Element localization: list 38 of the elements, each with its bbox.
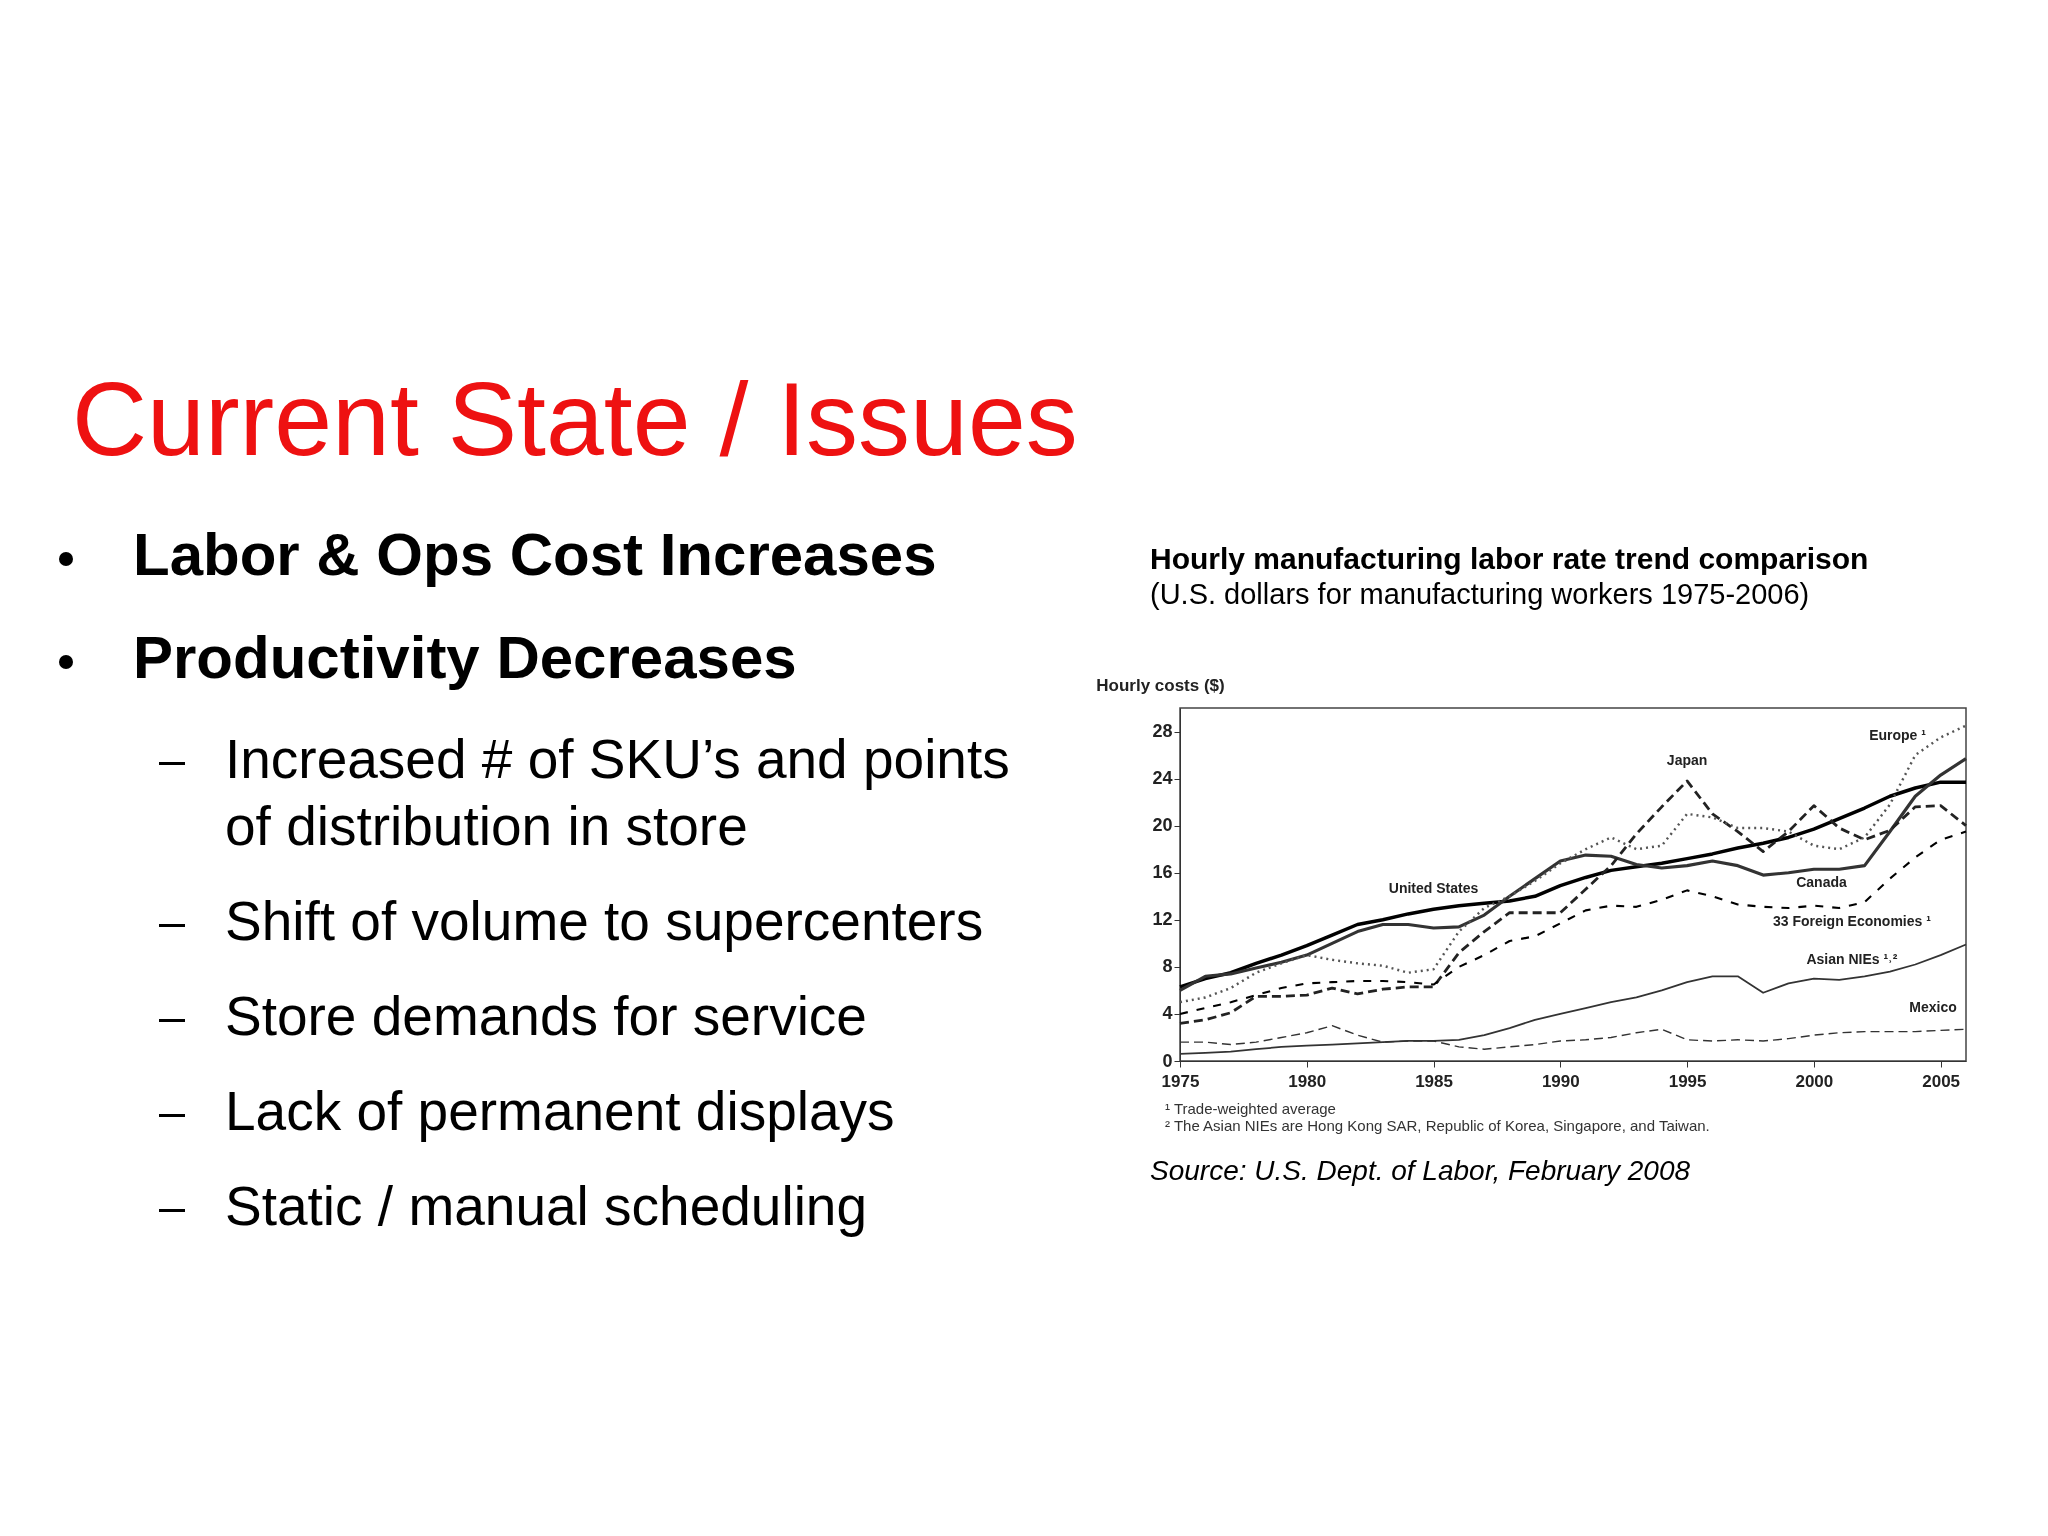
text: ² The Asian NIEs are Hong Kong SAR, Republic of Korea, Singapore, and Taiwan.	[1165, 1117, 1710, 1134]
y-tick-label: 12	[1152, 909, 1173, 930]
line-series	[1178, 779, 1968, 1025]
x-tick-label: 1985	[1415, 1071, 1453, 1091]
y-tick-label: 0	[1162, 1050, 1173, 1071]
x-tick-label: 1975	[1161, 1071, 1200, 1091]
series-label: Europe ¹	[1869, 727, 1927, 744]
x-tick-label: 1980	[1288, 1071, 1327, 1091]
x-tick-label: 1995	[1668, 1071, 1707, 1091]
text: Current State / Issues	[72, 360, 1078, 479]
series-label: Canada	[1796, 874, 1847, 891]
text: Store demands for service	[225, 985, 867, 1048]
text: Static / manual scheduling	[225, 1175, 868, 1238]
text: ¹ Trade-weighted average	[1165, 1100, 1337, 1117]
text: Productivity Decreases	[133, 624, 797, 691]
chart-subtitle: (U.S. dollars for manufacturing workers 1975-2006)	[1150, 578, 1810, 610]
x-tick-label: 2005	[1922, 1071, 1961, 1091]
source-note: Source: U.S. Dept. of Labor, February 2008	[1150, 1155, 1692, 1187]
y-tick-label: 24	[1152, 768, 1173, 789]
chart-title: Hourly manufacturing labor rate trend comparison	[1150, 542, 1869, 575]
series-label: Asian NIEs ¹˒²	[1806, 950, 1898, 967]
series-label: United States	[1388, 880, 1479, 897]
series-label: Japan	[1666, 751, 1708, 768]
y-axis-title: Hourly costs ($)	[1096, 675, 1225, 695]
y-tick-label: 8	[1162, 956, 1173, 977]
y-tick-label: 20	[1152, 815, 1173, 836]
line-series	[1178, 830, 1968, 1015]
x-tick-label: 1990	[1541, 1071, 1580, 1091]
text: Labor & Ops Cost Increases	[133, 521, 937, 588]
series-label: Mexico	[1909, 999, 1957, 1016]
text: Increased # of SKU’s and points of distribution in store	[225, 728, 1010, 858]
x-tick-label: 2000	[1795, 1071, 1834, 1091]
y-tick-label: 4	[1162, 1003, 1173, 1024]
y-tick-label: 28	[1152, 721, 1173, 742]
y-tick-label: 16	[1152, 862, 1173, 883]
text: Shift of volume to supercenters	[225, 890, 984, 953]
series-label: 33 Foreign Economies ¹	[1772, 913, 1932, 930]
text: Lack of permanent displays	[225, 1080, 895, 1143]
